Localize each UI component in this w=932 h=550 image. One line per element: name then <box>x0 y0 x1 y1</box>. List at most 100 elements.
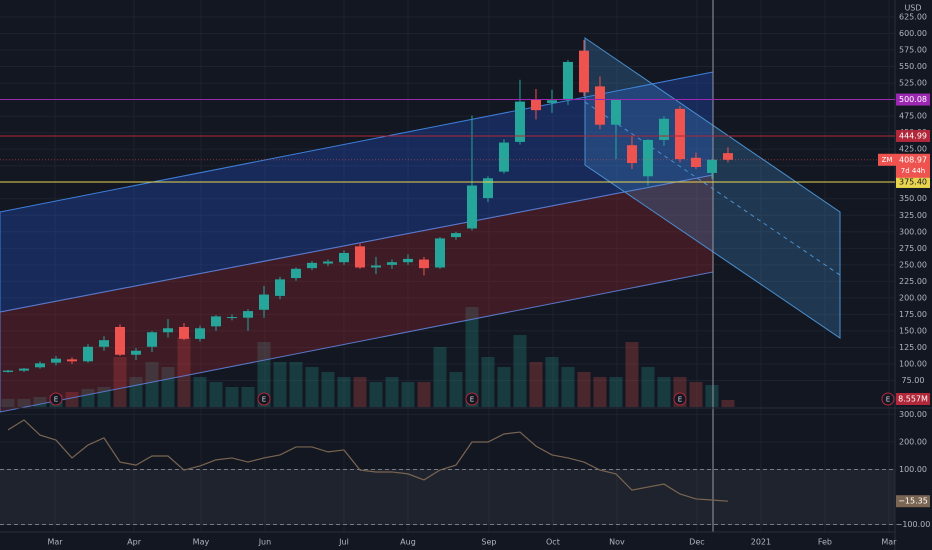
candle-body <box>466 185 477 229</box>
candle-body <box>274 279 285 296</box>
volume-bar <box>609 377 623 407</box>
y-tick-label: 575.00 <box>899 46 927 55</box>
volume-bar <box>497 367 511 407</box>
y-tick-label: −100.00 <box>896 520 931 529</box>
volume-bar <box>305 367 319 407</box>
candle-body <box>2 370 13 372</box>
y-tick-label: 525.00 <box>899 79 927 88</box>
currency: USD <box>904 4 921 13</box>
volume-label: 8.557M <box>898 395 928 404</box>
candle-body <box>226 317 237 319</box>
candle-body <box>290 268 301 279</box>
ticker-badge <box>878 153 896 166</box>
candle-body <box>658 118 669 140</box>
volume-bar <box>721 399 735 407</box>
candle-body <box>386 262 397 265</box>
volume-bar <box>273 362 287 407</box>
volume-bar <box>177 337 191 407</box>
indicator-band <box>0 469 895 525</box>
candle-body <box>178 326 189 339</box>
candle-body <box>578 50 589 93</box>
y-tick-label: 125.00 <box>899 343 927 352</box>
y-tick-label: 200.00 <box>899 293 927 302</box>
y-tick-label: 300.00 <box>899 227 927 236</box>
candle-body <box>498 142 509 172</box>
volume-bar <box>1 398 15 407</box>
y-tick-label: 250.00 <box>899 260 927 269</box>
earnings-marker <box>673 392 687 406</box>
x-tick-label: Mar <box>47 538 63 547</box>
candle-body <box>210 316 221 327</box>
volume-bar <box>17 398 31 407</box>
candle-body <box>338 252 349 263</box>
candle-body <box>546 100 557 103</box>
volume-badge <box>896 393 930 405</box>
candle-body <box>610 99 621 125</box>
volume-bar <box>529 362 543 407</box>
candle-body <box>258 294 269 310</box>
price-badge <box>896 153 930 178</box>
volume-bar <box>241 387 255 407</box>
candles <box>2 40 733 373</box>
level-label: 500.08 <box>899 95 927 104</box>
volume-bar <box>353 377 367 407</box>
candle-body <box>706 159 717 173</box>
volume-bar <box>625 342 639 407</box>
volume-bar <box>65 392 79 407</box>
candle-body <box>370 265 381 268</box>
y-tick-label: 425.00 <box>899 145 927 154</box>
y-tick-label: 300.00 <box>899 410 927 419</box>
volume-bar <box>513 335 527 407</box>
x-tick-label: Apr <box>127 538 142 547</box>
volume-bar <box>561 367 575 407</box>
earnings-marker <box>881 392 895 406</box>
y-tick-label: 600.00 <box>899 29 927 38</box>
level-badge <box>896 175 930 188</box>
volume-bar <box>81 388 95 407</box>
y-tick-label: 100.00 <box>899 359 927 368</box>
candle-body <box>18 368 29 371</box>
y-tick-label: 550.00 <box>899 62 927 71</box>
candle-body <box>690 157 701 168</box>
level-badge <box>896 93 930 106</box>
candle-body <box>450 233 461 238</box>
candle-body <box>642 139 653 177</box>
candle-body <box>562 61 573 100</box>
drawings <box>0 0 841 532</box>
x-tick-label: Mar <box>881 538 897 547</box>
last-price: 408.97 <box>899 155 927 164</box>
candle-body <box>674 108 685 160</box>
volume-bar <box>417 382 431 407</box>
level-label: 375.40 <box>899 177 927 186</box>
volume-bar <box>577 372 591 407</box>
candle-body <box>34 363 45 368</box>
candle-body <box>402 258 413 263</box>
candle-body <box>530 99 541 111</box>
earnings-label: E <box>886 396 890 404</box>
volume-bar <box>321 372 335 407</box>
volume-bar <box>449 372 463 407</box>
y-tick-label: 275.00 <box>899 244 927 253</box>
indicator-badge <box>896 495 930 508</box>
volume-bar <box>145 362 159 407</box>
earnings-marker <box>49 392 63 406</box>
volume-bar <box>161 367 175 407</box>
y-tick-label: 100.00 <box>899 465 927 474</box>
y-tick-label: 225.00 <box>899 277 927 286</box>
volume-bar <box>689 382 703 407</box>
volume-bar <box>657 377 671 407</box>
volume-bar <box>433 347 447 407</box>
volume-bar <box>225 387 239 407</box>
x-tick-label: May <box>193 538 210 547</box>
candle-body <box>66 359 77 362</box>
candle-body <box>434 238 445 268</box>
candle-body <box>194 328 205 339</box>
volume-bar <box>257 342 271 407</box>
x-tick-label: Nov <box>609 538 625 547</box>
candle-body <box>594 86 605 125</box>
earnings-label: E <box>54 396 58 404</box>
ticker: ZM <box>882 156 893 164</box>
candle-body <box>322 261 333 264</box>
